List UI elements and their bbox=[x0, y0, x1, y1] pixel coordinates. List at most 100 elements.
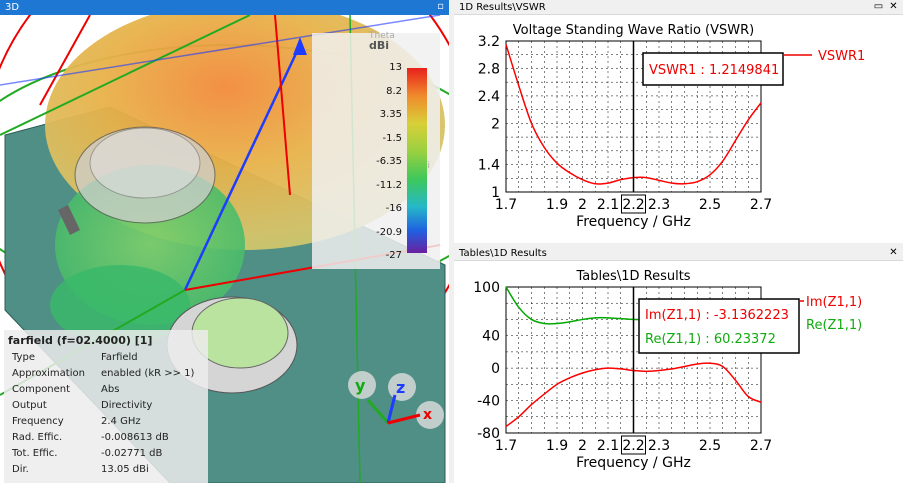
info-value: enabled (kR >> 1) bbox=[101, 368, 195, 379]
triad-x-axis bbox=[387, 413, 421, 425]
info-key: Rad. Effic. bbox=[12, 432, 63, 443]
y-tick-label: 0 bbox=[491, 361, 500, 377]
marker-x-box[interactable] bbox=[621, 435, 646, 455]
marker-value-box[interactable] bbox=[638, 298, 800, 354]
info-value: Abs bbox=[101, 384, 120, 395]
close-icon[interactable]: ✕ bbox=[889, 247, 898, 258]
grid-green-line bbox=[0, 15, 251, 136]
triad-y-axis bbox=[366, 399, 390, 424]
tables-panel-titlebar[interactable]: Tables\1D Results bbox=[454, 246, 903, 261]
tables-panel[interactable]: Tables\1D Results ✕ Tables\1D Results 100… bbox=[454, 246, 903, 483]
z-axis-arrow bbox=[293, 37, 307, 55]
x-tick-label: 1.7 bbox=[495, 197, 517, 213]
info-key: Component bbox=[12, 384, 71, 395]
info-value: 2.4 GHz bbox=[101, 416, 141, 427]
back-lobe bbox=[50, 265, 190, 345]
x-tick-label: 1.9 bbox=[546, 197, 568, 213]
info-key: Type bbox=[12, 352, 35, 363]
x-tick-label: 2.5 bbox=[699, 197, 721, 213]
colorbar-tick-label: 8.2 bbox=[386, 85, 402, 97]
colorbar-tick-label: -11.2 bbox=[376, 179, 402, 191]
colorbar-tick-label: -6.35 bbox=[376, 156, 402, 167]
y-tick-label: 2.8 bbox=[478, 61, 500, 77]
x-tick-label: 1.9 bbox=[546, 438, 568, 454]
info-key: Approximation bbox=[12, 368, 85, 379]
colorbar-unit: dBi bbox=[369, 39, 390, 52]
marker-x-label: 2.2 bbox=[622, 197, 644, 213]
x-axis-label: Frequency / GHz bbox=[576, 455, 691, 471]
colorbar-tick-label: 3.35 bbox=[379, 109, 402, 120]
x-tick-label: 2.7 bbox=[750, 197, 772, 213]
x-tick-label: 2.3 bbox=[648, 197, 670, 213]
marker-x-box[interactable] bbox=[621, 194, 646, 214]
vswr-panel-title: 1D Results\VSWR bbox=[459, 2, 546, 13]
colorbar-tick-label: 13 bbox=[389, 62, 402, 73]
y-tick-label: 2 bbox=[491, 116, 500, 132]
colorbar-gradient bbox=[407, 68, 427, 253]
y-tick-label: 3.2 bbox=[478, 34, 500, 50]
3d-panel-title: 3D bbox=[5, 2, 20, 13]
x-tick-label: 2 bbox=[578, 197, 587, 213]
info-value: -0.008613 dB bbox=[101, 432, 169, 443]
info-key: Output bbox=[12, 400, 47, 411]
info-value: -0.02771 dB bbox=[101, 448, 163, 459]
marker-value-box[interactable] bbox=[642, 52, 784, 86]
vswr-panel[interactable]: 1D Results\VSWR ▭ ✕ Voltage Standing Wav… bbox=[454, 0, 903, 243]
info-value: Directivity bbox=[101, 400, 153, 411]
marker-x-label: 2.2 bbox=[622, 438, 644, 454]
x-axis-label: Frequency / GHz bbox=[576, 214, 691, 230]
maximize-icon[interactable]: ▫ bbox=[437, 1, 444, 12]
x-tick-label: 2 bbox=[578, 438, 587, 454]
triad-x-label: x bbox=[423, 407, 432, 423]
x-tick-label: 2.3 bbox=[648, 438, 670, 454]
y-tick-label: 1.4 bbox=[478, 158, 500, 174]
chart-title: Tables\1D Results bbox=[575, 269, 690, 284]
triad-x-ball bbox=[416, 401, 444, 429]
restore-icon[interactable]: ▭ bbox=[873, 1, 884, 12]
info-key: Dir. bbox=[12, 464, 29, 475]
close-icon[interactable]: ✕ bbox=[889, 1, 898, 12]
theta-label: Theta bbox=[369, 31, 395, 41]
farfield-info-title: farfield (f=02.4000) [1] bbox=[8, 334, 153, 347]
y-tick-label: 1 bbox=[491, 185, 500, 201]
marker-re-text: Re(Z1,1) : 60.23372 bbox=[645, 332, 776, 347]
marker-im-text: Im(Z1,1) : -3.1362223 bbox=[645, 308, 789, 323]
vswr-chart[interactable]: Voltage Standing Wave Ratio (VSWR) 3.2 2.8… bbox=[454, 15, 903, 243]
grid-blue-line bbox=[0, 15, 441, 86]
triad-y-ball bbox=[348, 371, 376, 399]
color-scale-legend: dBi Theta Phi 138.23.35-1.5-6.35-11.2-16… bbox=[312, 31, 440, 269]
colorbar-tick-label: -16 bbox=[385, 203, 402, 214]
3d-panel-titlebar[interactable]: 3D bbox=[0, 0, 449, 15]
info-key: Tot. Effic. bbox=[12, 448, 58, 459]
colorbar-tick-label: -27 bbox=[385, 250, 402, 261]
legend-im[interactable]: Im(Z1,1) bbox=[806, 295, 862, 310]
triad-y-label: y bbox=[355, 376, 366, 395]
y-tick-label: 100 bbox=[473, 280, 500, 296]
y-tick-label: -40 bbox=[477, 394, 500, 410]
y-tick-label: 2.4 bbox=[478, 89, 500, 105]
farfield-info-box: farfield (f=02.4000) [1] Type Farfield App… bbox=[4, 330, 208, 483]
triad-z-axis bbox=[386, 394, 397, 424]
grid-red-line bbox=[274, 15, 291, 196]
colorbar-tick-label: -1.5 bbox=[382, 132, 402, 144]
info-value: 13.05 dBi bbox=[101, 464, 149, 475]
colorbar-tick-label: -20.9 bbox=[376, 226, 402, 238]
legend-re[interactable]: Re(Z1,1) bbox=[806, 318, 862, 333]
grid-red-line-2 bbox=[39, 15, 91, 106]
x-tick-label: 2.1 bbox=[597, 438, 619, 454]
x-tick-label: 2.7 bbox=[750, 438, 772, 454]
tables-panel-title: Tables\1D Results bbox=[459, 248, 547, 259]
marker-value-text: VSWR1 : 1.2149841 bbox=[649, 63, 779, 78]
x-tick-label: 1.7 bbox=[495, 438, 517, 454]
3d-viewport[interactable]: y z x dBi Theta Phi 138.23.35-1.5-6.35-1… bbox=[0, 15, 449, 483]
x-tick-label: 2.5 bbox=[699, 438, 721, 454]
3d-view-panel[interactable]: 3D ▫ bbox=[0, 0, 449, 483]
connector-shape bbox=[58, 205, 80, 235]
chart-title: Voltage Standing Wave Ratio (VSWR) bbox=[513, 23, 754, 38]
triad-z-ball bbox=[388, 373, 416, 401]
legend-vswr1[interactable]: VSWR1 bbox=[818, 49, 865, 64]
y-tick-label: -80 bbox=[477, 426, 500, 442]
vswr-panel-titlebar[interactable]: 1D Results\VSWR bbox=[454, 0, 903, 15]
patch-inner-top bbox=[89, 127, 201, 199]
